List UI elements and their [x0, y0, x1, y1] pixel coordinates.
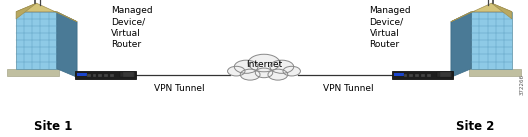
Text: Managed
Device/
Virtual
Router: Managed Device/ Virtual Router — [370, 6, 411, 49]
Ellipse shape — [240, 69, 260, 80]
Text: VPN Tunnel: VPN Tunnel — [154, 84, 205, 93]
Ellipse shape — [270, 60, 294, 73]
Text: Site 1: Site 1 — [34, 120, 72, 133]
FancyBboxPatch shape — [392, 71, 453, 79]
Text: Managed
Device/
Virtual
Router: Managed Device/ Virtual Router — [111, 6, 153, 49]
Polygon shape — [16, 3, 36, 19]
FancyBboxPatch shape — [440, 72, 451, 77]
FancyBboxPatch shape — [120, 72, 135, 77]
Ellipse shape — [283, 66, 300, 76]
Text: 372266: 372266 — [520, 74, 524, 95]
Ellipse shape — [256, 68, 272, 78]
Text: Site 2: Site 2 — [456, 120, 494, 133]
Ellipse shape — [248, 54, 280, 72]
FancyBboxPatch shape — [427, 74, 431, 77]
Polygon shape — [492, 3, 512, 19]
FancyBboxPatch shape — [437, 72, 452, 77]
FancyBboxPatch shape — [78, 73, 87, 76]
Polygon shape — [57, 12, 77, 77]
Polygon shape — [16, 3, 77, 22]
Text: Internet: Internet — [246, 60, 282, 69]
FancyBboxPatch shape — [410, 74, 413, 77]
FancyBboxPatch shape — [124, 72, 134, 77]
FancyBboxPatch shape — [110, 74, 114, 77]
FancyBboxPatch shape — [105, 74, 108, 77]
FancyBboxPatch shape — [416, 74, 419, 77]
FancyBboxPatch shape — [87, 74, 91, 77]
Polygon shape — [7, 69, 59, 76]
FancyBboxPatch shape — [404, 74, 408, 77]
Ellipse shape — [228, 66, 245, 76]
FancyBboxPatch shape — [421, 74, 425, 77]
Polygon shape — [451, 3, 512, 22]
Ellipse shape — [268, 69, 288, 80]
Ellipse shape — [234, 60, 258, 73]
Text: VPN Tunnel: VPN Tunnel — [323, 84, 374, 93]
Polygon shape — [451, 12, 472, 77]
FancyBboxPatch shape — [93, 74, 97, 77]
Polygon shape — [472, 12, 512, 69]
FancyBboxPatch shape — [76, 71, 136, 79]
FancyBboxPatch shape — [98, 74, 102, 77]
Polygon shape — [469, 69, 521, 76]
Polygon shape — [16, 12, 57, 69]
FancyBboxPatch shape — [394, 73, 404, 76]
